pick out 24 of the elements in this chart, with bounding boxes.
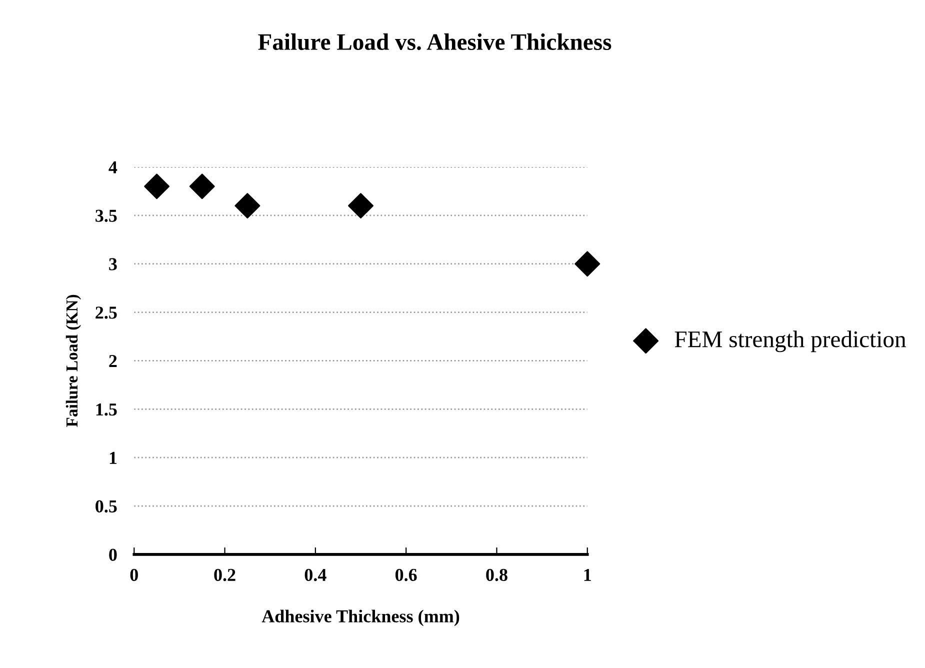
y-tick-label: 0.5 bbox=[96, 500, 117, 513]
x-tick-label: 0.2 bbox=[214, 568, 236, 582]
x-tick-label: 0 bbox=[130, 568, 138, 582]
y-tick-label: 2.5 bbox=[96, 306, 117, 319]
x-tick-label: 1 bbox=[584, 568, 591, 581]
x-tick-label: 0.4 bbox=[304, 568, 326, 582]
legend-label: FEM strength prediction bbox=[674, 330, 906, 352]
point bbox=[144, 174, 170, 200]
point bbox=[574, 251, 600, 277]
y-tick-label: 3.5 bbox=[96, 210, 117, 222]
x-axis-title: Adhesive Thickness (mm) bbox=[262, 610, 460, 626]
y-axis-title: Failure Load (KN) bbox=[66, 294, 81, 427]
x-tick-label: 0.8 bbox=[486, 568, 508, 582]
y-tick-label: 2 bbox=[109, 355, 117, 367]
x-tick-label: 0.6 bbox=[395, 568, 417, 582]
y-tick-label: 1 bbox=[110, 452, 117, 464]
y-tick-label: 4 bbox=[108, 161, 118, 174]
y-tick-label: 3 bbox=[109, 258, 117, 270]
chart-title: Failure Load vs. Ahesive Thickness bbox=[258, 33, 612, 50]
point bbox=[234, 193, 260, 218]
point bbox=[348, 193, 374, 218]
y-tick-label: 1.5 bbox=[96, 403, 117, 416]
y-tick-label: 0 bbox=[109, 548, 117, 561]
point bbox=[189, 174, 215, 200]
